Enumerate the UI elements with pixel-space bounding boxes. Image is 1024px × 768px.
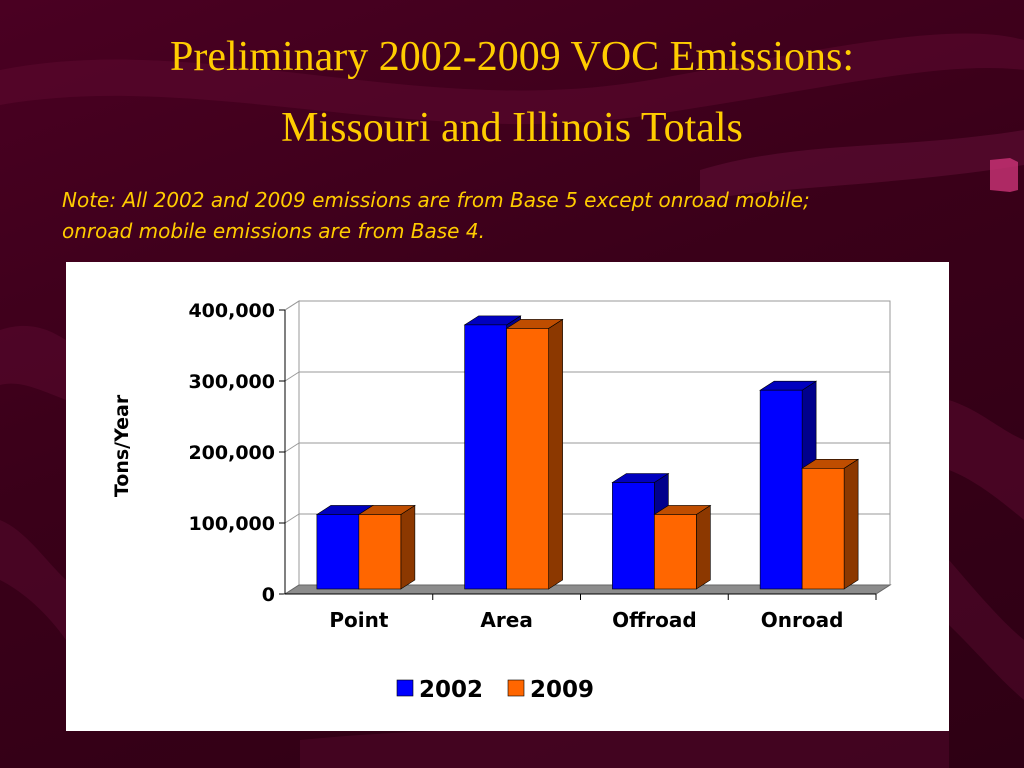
x-category-label: Onroad: [761, 608, 844, 632]
y-tick-label: 0: [262, 584, 275, 606]
bar-chart: 0 100,000 200,000 300,000 400,000 Point Area Of…: [111, 300, 892, 703]
x-category-label: Offroad: [612, 608, 697, 632]
bar-front-face: [358, 514, 402, 590]
bar-front-face: [464, 324, 507, 590]
gridline-side: [284, 300, 300, 311]
note-line-1: Note: All 2002 and 2009 emissions are fr…: [62, 188, 810, 212]
bar-side-face: [843, 458, 859, 590]
bar-2009-point: [357, 504, 416, 590]
legend-swatch: [396, 679, 414, 697]
legend-item-2002: 2002: [396, 677, 483, 703]
legend-swatch: [507, 679, 525, 697]
bar-2009-offroad: [653, 504, 712, 590]
bar-front-face: [316, 514, 360, 590]
bar-side-face: [696, 504, 711, 590]
bar-front-face: [801, 468, 845, 590]
bar-side-face: [548, 318, 563, 590]
note-line-2: onroad mobile emissions are from Base 4.: [62, 219, 485, 243]
bar-front-face: [654, 514, 697, 590]
y-axis-label: Tons/Year: [111, 394, 133, 497]
slide-title-line-2: Missouri and Illinois Totals: [281, 105, 743, 151]
gridline-side: [284, 513, 300, 524]
legend-label: 2009: [530, 677, 594, 703]
slide-title-line-1: Preliminary 2002-2009 VOC Emissions:: [169, 34, 855, 80]
bar-front-face: [759, 389, 803, 590]
bar-2002-onroad: [759, 380, 818, 590]
gridline-side: [284, 442, 300, 453]
legend-label: 2002: [419, 677, 483, 703]
bar-2009-area: [505, 318, 564, 590]
bar-side-face: [400, 504, 416, 590]
bar-2009-onroad: [801, 458, 860, 590]
y-tick-label: 200,000: [188, 442, 275, 464]
y-tick-label: 400,000: [188, 300, 275, 322]
bar-front-face: [612, 482, 655, 590]
bar-front-face: [506, 328, 549, 590]
legend: 2002 2009: [396, 677, 594, 703]
x-category-label: Point: [329, 608, 388, 632]
legend-item-2009: 2009: [507, 677, 594, 703]
y-tick-label: 100,000: [188, 513, 275, 535]
gridline-side: [284, 371, 300, 382]
x-category-label: Area: [480, 608, 532, 632]
y-tick-label: 300,000: [188, 371, 275, 393]
chart-panel: 0 100,000 200,000 300,000 400,000 Point Area Of…: [66, 262, 949, 731]
